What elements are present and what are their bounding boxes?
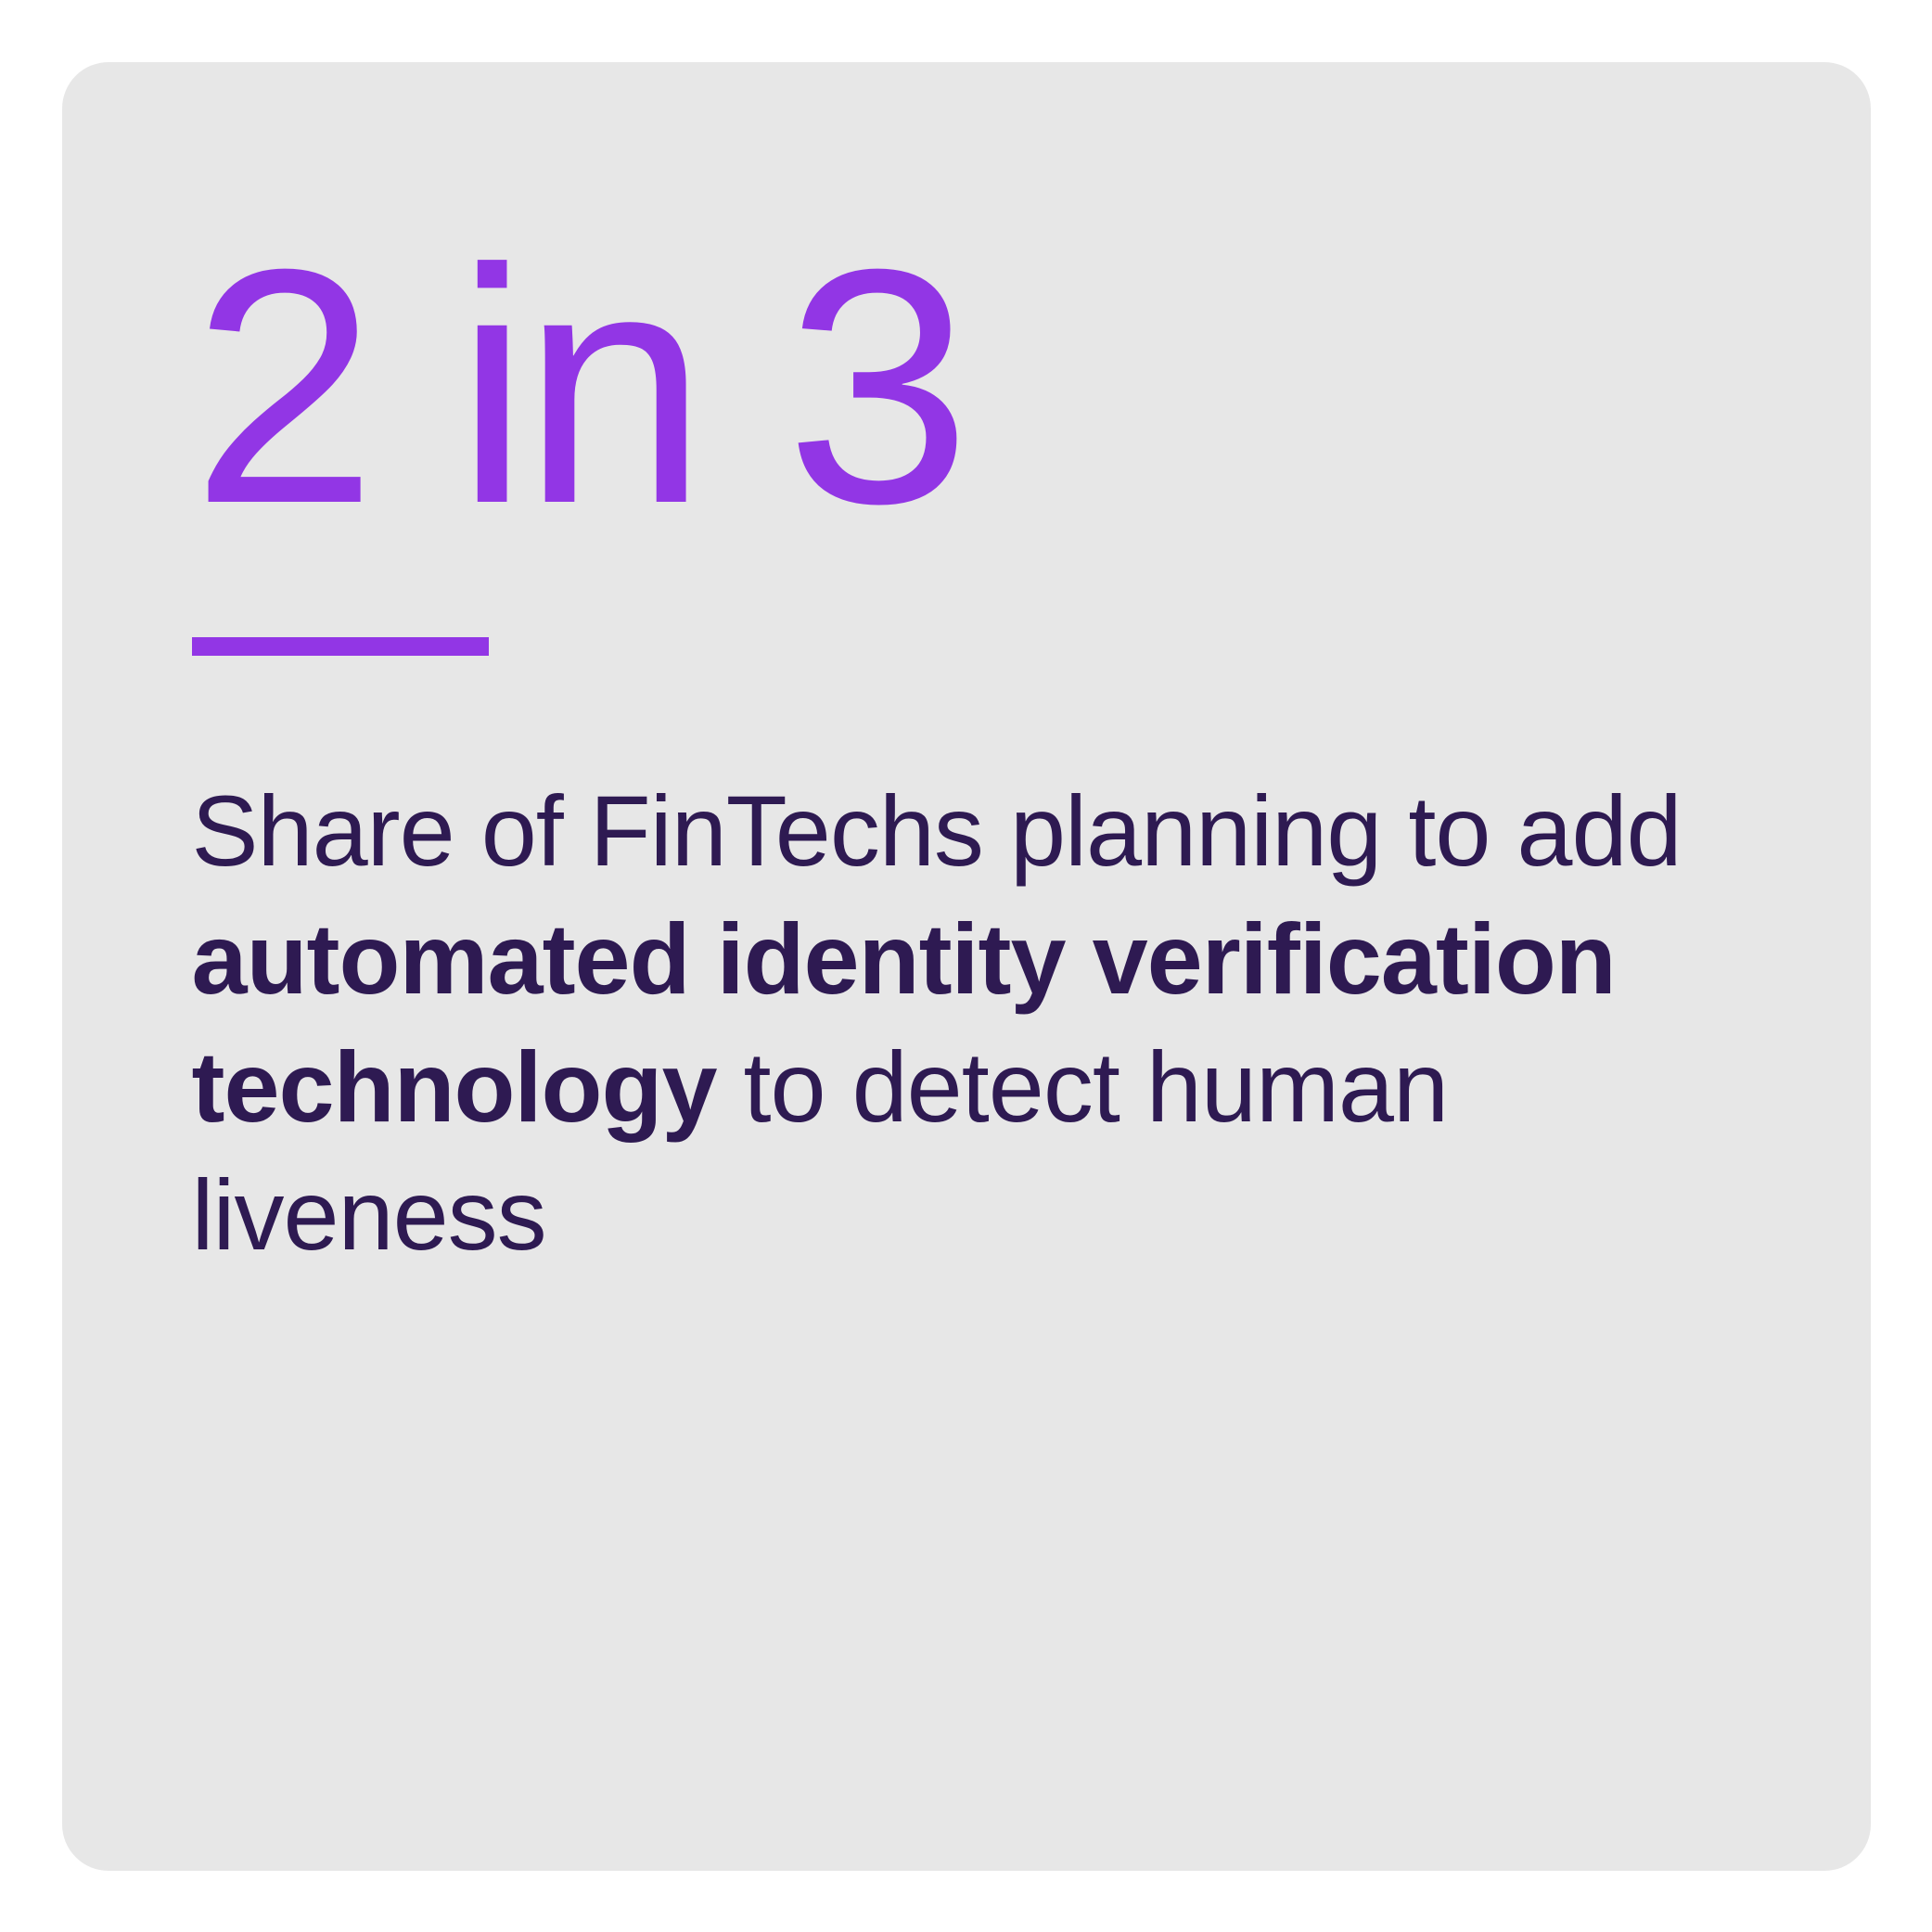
description-before: Share of FinTechs planning to add <box>192 774 1682 887</box>
headline-stat: 2 in 3 <box>192 220 1741 554</box>
description-text: Share of FinTechs planning to add automa… <box>192 767 1741 1280</box>
accent-divider <box>192 637 489 656</box>
stat-card: 2 in 3 Share of FinTechs planning to add… <box>62 62 1871 1871</box>
